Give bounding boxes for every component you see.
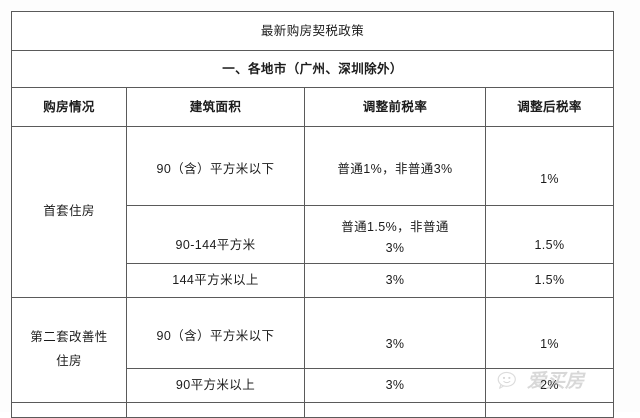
cell-empty [304,402,486,418]
cell-empty [126,402,305,418]
cell-rate-after-text: 1.5% [534,273,565,288]
cell-rate-after-text: 1% [540,336,559,351]
cell-rate-before: 普通1%，非普通3% [304,126,486,206]
cell-area-text: 90平方米以上 [175,378,256,393]
cell-rate-before: 普通1.5%，非普通3% [304,205,486,264]
section-label-first-home: 首套住房 [11,126,127,298]
table-header-row: 购房情况 建筑面积 调整前税率 调整后税率 [11,87,615,127]
cell-rate-after: 1% [484,297,615,369]
table-row-truncated [11,402,615,418]
column-header-area: 建筑面积 [126,87,305,127]
column-header-rate-after: 调整后税率 [484,87,615,127]
cell-area: 90（含）平方米以下 [126,126,305,206]
cell-area-text: 90（含）平方米以下 [156,161,275,176]
table-subtitle-row: 一、各地市（广州、深圳除外） [10,50,615,88]
contract-tax-policy-table: 最新购房契税政策 一、各地市（广州、深圳除外） 购房情况 建筑面积 调整前税率 … [10,11,615,418]
document-subtitle: 一、各地市（广州、深圳除外） [10,50,615,88]
cell-rate-before-text: 3% [385,336,405,351]
document-title: 最新购房契税政策 [10,11,615,51]
cell-rate-before: 3% [304,368,486,403]
policy-table-container: 最新购房契税政策 一、各地市（广州、深圳除外） 购房情况 建筑面积 调整前税率 … [10,11,615,418]
cell-rate-after: 1% [484,126,615,206]
table-title-row: 最新购房契税政策 [10,11,615,51]
cell-rate-before: 3% [304,297,486,369]
cell-area: 144平方米以上 [126,263,305,298]
table-row: 90平方米以上 3% 2% [12,368,615,403]
cell-rate-before-text: 普通1.5%，非普通3% [341,219,449,255]
cell-area-text: 90-144平方米 [175,238,256,253]
section-label-text: 首套住房 [43,204,95,219]
cell-rate-before-text: 3% [385,273,405,288]
column-header-rate-before: 调整前税率 [304,87,486,127]
cell-rate-after: 1.5% [484,263,615,298]
column-header-situation: 购房情况 [11,87,127,127]
cell-area: 90-144平方米 [126,205,305,264]
section-label-second-home: 第二套改善性住房 [11,297,127,403]
cell-rate-after: 1.5% [484,205,615,264]
cell-rate-before-text: 3% [385,378,405,393]
cell-empty [11,402,127,418]
cell-rate-before-text: 普通1%，非普通3% [337,161,453,176]
table-row: 第二套改善性住房 90（含）平方米以下 3% 1% [11,297,615,403]
section-label-text: 第二套改善性住房 [30,330,108,368]
table-row: 首套住房 90（含）平方米以下 普通1%，非普通3% 1% [11,126,615,298]
cell-rate-before: 3% [304,263,486,298]
cell-rate-after-text: 1.5% [534,238,565,253]
cell-area-text: 90（含）平方米以下 [156,328,275,343]
cell-rate-after-text: 2% [540,378,559,393]
cell-area: 90平方米以上 [126,368,305,403]
table-row: 90-144平方米 普通1.5%，非普通3% 1.5% [12,205,615,264]
cell-rate-after: 2% [484,368,615,403]
cell-area-text: 144平方米以上 [172,273,259,288]
cell-rate-after-text: 1% [540,171,559,186]
cell-area: 90（含）平方米以下 [126,297,305,369]
cell-empty [484,402,615,418]
